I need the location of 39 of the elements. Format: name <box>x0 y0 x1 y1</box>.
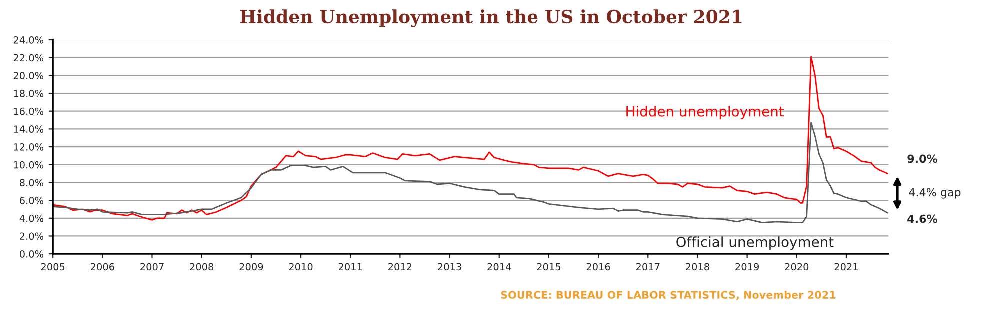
x-tick-label: 2010 <box>289 263 313 271</box>
series-label: Hidden unemployment <box>626 106 784 120</box>
x-tick-label: 2014 <box>488 263 512 271</box>
y-tick-label: 24.0% <box>14 36 44 44</box>
x-tick-label: 2019 <box>736 263 759 271</box>
x-tick-label: 2005 <box>41 263 65 271</box>
x-tick-label: 2007 <box>140 263 164 271</box>
y-tick-label: 18.0% <box>14 90 44 98</box>
y-tick-label: 22.0% <box>14 54 44 62</box>
y-tick-label: 16.0% <box>14 108 44 116</box>
y-tick-label: 6.0% <box>20 197 44 204</box>
y-tick-label: 20.0% <box>14 72 44 80</box>
source-note: SOURCE: BUREAU OF LABOR STATISTICS, November 2021 <box>501 290 836 300</box>
x-tick-label: 2016 <box>586 263 610 271</box>
x-tick-label: 2018 <box>686 263 710 271</box>
line-series <box>53 56 888 221</box>
series-label: Official unemployment <box>676 236 834 250</box>
y-tick-label: 2.0% <box>20 232 44 240</box>
x-tick-label: 2012 <box>388 263 412 271</box>
x-tick-label: 2006 <box>91 263 114 271</box>
y-tick-label: 4.0% <box>20 214 44 222</box>
line-series <box>53 122 888 224</box>
x-tick-label: 2020 <box>785 263 809 271</box>
x-tick-label: 2009 <box>240 263 264 271</box>
y-tick-label: 14.0% <box>14 126 44 134</box>
text: 9.0% <box>908 154 938 164</box>
x-tick-label: 2013 <box>438 263 462 271</box>
x-tick-label: 2011 <box>338 263 362 271</box>
x-tick-label: 2017 <box>636 263 660 271</box>
text: 4.6% <box>908 214 938 224</box>
y-tick-label: 0.0% <box>20 250 44 258</box>
chart-title: Hidden Unemployment in the US in October 2021 <box>240 10 742 28</box>
y-tick-label: 8.0% <box>20 179 44 187</box>
y-tick-label: 12.0% <box>14 144 44 151</box>
x-tick-label: 2008 <box>190 263 214 271</box>
x-tick-label: 2015 <box>537 263 560 271</box>
x-tick-label: 2021 <box>834 263 858 271</box>
y-tick-label: 10.0% <box>14 161 44 169</box>
text: 4.4% gap <box>909 188 961 199</box>
